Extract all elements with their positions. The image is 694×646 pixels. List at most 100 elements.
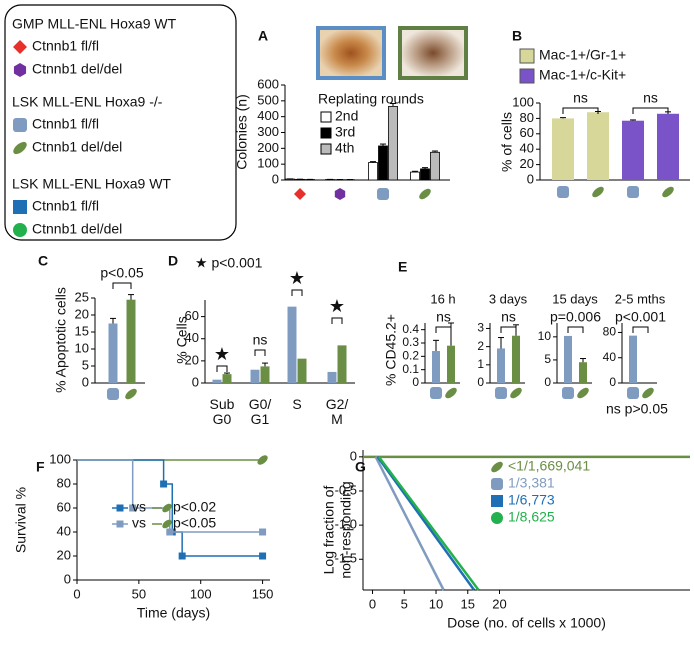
y-tick-label: 80 (520, 110, 534, 125)
y-tick-label: 0 (350, 448, 357, 463)
y-tick-label: 0 (192, 374, 199, 389)
significance-bracket (567, 326, 584, 333)
icon (445, 387, 457, 399)
y-tick-label: 0.4 (402, 322, 419, 336)
y-axis-label: % Cells (174, 316, 190, 363)
y-tick-label: 0 (272, 171, 279, 186)
y-tick-label: -1.5 (335, 551, 357, 566)
icon (13, 40, 27, 54)
x-tick-label: 50 (132, 586, 146, 601)
x-tick-label: 20 (492, 596, 506, 611)
significance-bracket (112, 282, 132, 289)
y-tick-label: 0 (477, 375, 484, 389)
y-tick-label: 0 (609, 375, 616, 389)
significance-bracket (500, 326, 517, 333)
line (377, 456, 480, 591)
icon (13, 200, 27, 214)
marker (166, 528, 174, 536)
marker (259, 552, 267, 560)
y-tick-label: 1 (477, 357, 484, 371)
legend-label: vs (132, 499, 146, 515)
key-item: Ctnnb1 del/del (32, 139, 122, 155)
colony-photo (398, 26, 468, 80)
icon (13, 63, 27, 77)
legend-label: 3rd (335, 124, 355, 140)
significance-label: p<0.05 (100, 265, 143, 281)
icon (510, 387, 522, 399)
bar (337, 345, 347, 383)
marker (259, 528, 267, 536)
bar (552, 118, 574, 180)
subplot-title: 15 days (552, 291, 598, 306)
panel-letter: G (355, 459, 366, 475)
legend-swatch (320, 143, 332, 155)
y-tick-label: 500 (257, 92, 279, 107)
y-tick-label: 40 (57, 523, 71, 538)
key-item: Ctnnb1 fl/fl (32, 116, 99, 132)
marker (129, 504, 137, 512)
y-tick-label: 100 (49, 451, 71, 466)
key-box (4, 4, 237, 241)
icon (592, 186, 604, 198)
panel-letter: A (258, 28, 268, 44)
y-tick-label: 20 (57, 547, 71, 562)
icon (419, 188, 431, 200)
legend-label: <1/1,669,041 (508, 458, 590, 474)
icon (495, 387, 507, 399)
icon (627, 186, 639, 198)
legend-marker (116, 504, 124, 512)
bar (287, 306, 297, 383)
legend-note: p<0.02 (173, 499, 216, 515)
note: ★ p<0.001 (195, 255, 263, 271)
y-tick-label: 400 (257, 108, 279, 123)
significance-bracket (435, 326, 452, 333)
marker (178, 552, 186, 560)
key-item: Ctnnb1 del/del (32, 61, 122, 77)
line (77, 459, 263, 533)
bar (420, 168, 430, 181)
legend-label: vs (132, 515, 146, 531)
significance-bracket (632, 326, 649, 333)
bar (212, 379, 222, 383)
x-tick-label: 0 (369, 596, 376, 611)
legend-swatch (320, 111, 332, 123)
x-tick-label: 100 (190, 586, 212, 601)
bar (108, 323, 118, 383)
y-tick-label: 20 (520, 156, 534, 171)
bar (497, 348, 505, 383)
key-item: Ctnnb1 fl/fl (32, 38, 99, 54)
significance-bracket (632, 107, 669, 114)
legend-label: Mac-1+/Gr-1+ (539, 47, 626, 63)
icon (562, 387, 574, 399)
significance-label: ns (573, 90, 588, 106)
legend-marker (162, 519, 172, 529)
legend-marker (162, 503, 172, 513)
y-tick-label: 2 (477, 339, 484, 353)
bar (447, 345, 455, 383)
panel-letter: D (168, 253, 178, 269)
y-tick-label: 80 (57, 475, 71, 490)
y-tick-label: 100 (512, 94, 534, 109)
y-tick-label: 40 (185, 330, 199, 345)
bar (410, 171, 420, 181)
bar (512, 335, 520, 383)
y-tick-label: 0.2 (402, 349, 419, 363)
significance-label: ns (501, 309, 516, 325)
significance-bracket (216, 365, 228, 372)
y-tick-label: 0 (544, 375, 551, 389)
bar (657, 113, 679, 180)
legend-swatch (320, 127, 332, 139)
significance-label: ns (643, 90, 658, 106)
subplot-title: 3 days (489, 291, 528, 306)
y-tick-label: 0.1 (402, 362, 419, 376)
significance-label: ★ (289, 268, 305, 288)
panel-letter: C (38, 253, 48, 269)
legend-label: 1/3,381 (508, 475, 555, 491)
icon (557, 186, 569, 198)
y-tick-label: 0 (527, 171, 534, 186)
y-axis-label: Log fraction of (321, 486, 337, 575)
legend-title: Replating rounds (318, 91, 424, 107)
significance-bracket (562, 107, 599, 114)
legend-swatch (519, 48, 535, 64)
icon (377, 188, 389, 200)
